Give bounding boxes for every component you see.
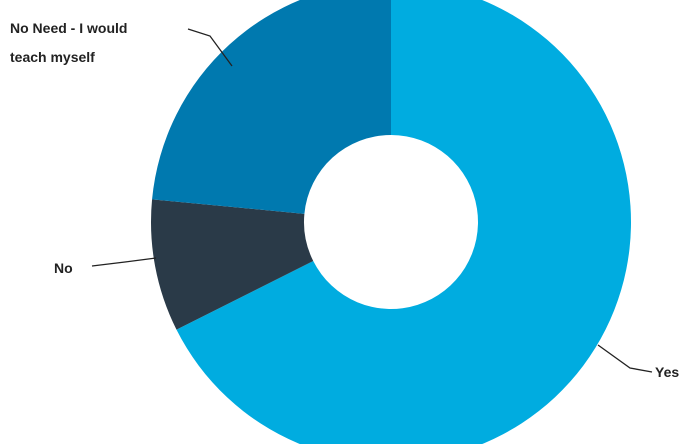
leader-line-no	[91, 257, 157, 267]
slice-label-no-need-line1: No Need - I would	[10, 20, 127, 36]
slice-label-yes: Yes	[655, 364, 679, 380]
slices-group	[151, 0, 631, 444]
slice-no	[151, 199, 314, 330]
slice-label-no: No	[54, 260, 73, 276]
leader-line-yes	[597, 344, 653, 373]
leader-line-no-need	[187, 28, 233, 67]
slice-no-need-i-would-teach-myself	[152, 0, 391, 214]
slice-label-no-need-line2: teach myself	[10, 49, 95, 65]
slice-yes	[176, 0, 631, 444]
